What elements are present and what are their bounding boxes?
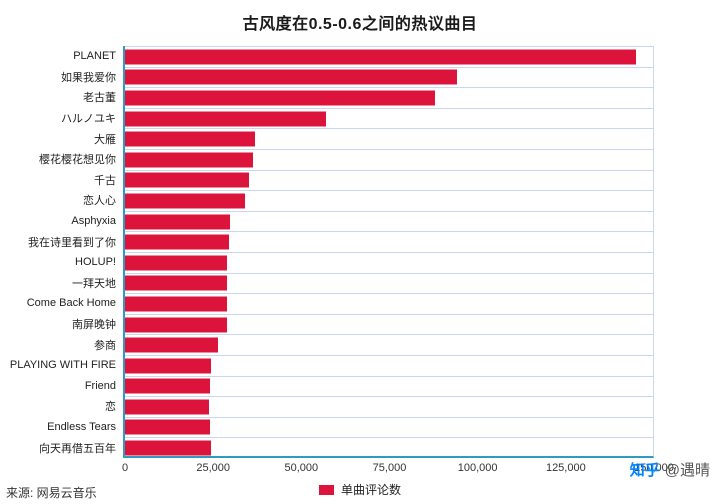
bar (125, 131, 256, 147)
bar-track (125, 251, 654, 273)
x-axis: 0 25,000 50,000 75,000 100,000 125,000 150,000 (121, 462, 674, 476)
chart-row: 老古董 (0, 87, 654, 108)
y-axis-label: HOLUP! (75, 256, 116, 269)
bar (125, 275, 227, 291)
bar (125, 419, 210, 435)
x-tick-label: 150,000 (634, 462, 674, 474)
y-axis-label: 向天再借五百年 (39, 442, 116, 455)
bar-track (125, 66, 654, 88)
zhihu-logo: 知乎 (629, 462, 660, 479)
bar-track (125, 272, 654, 294)
y-axis-label: 樱花樱花想见你 (39, 154, 116, 167)
bar-track (125, 210, 654, 232)
bar-track (125, 396, 654, 417)
chart-row: 千古 (0, 169, 654, 191)
x-tick-label: 0 (121, 462, 129, 474)
bar (125, 440, 211, 456)
chart-row: 南屏晚钟 (0, 313, 654, 335)
legend-label: 单曲评论数 (340, 483, 401, 497)
y-axis-label: PLANET (73, 50, 116, 63)
y-axis-label: 南屏晚钟 (72, 319, 116, 332)
y-axis-label: 恋人心 (83, 195, 116, 208)
bar-track (125, 148, 654, 170)
chart-row: 恋 (0, 396, 654, 417)
y-axis-label: Come Back Home (26, 297, 116, 310)
chart-row: 如果我爱你 (0, 66, 654, 88)
chart-row: 大雁 (0, 128, 654, 149)
chart-row: 恋人心 (0, 190, 654, 211)
bar-track (125, 416, 654, 438)
bar-track (125, 128, 654, 149)
y-axis-label: 如果我爱你 (61, 71, 116, 84)
x-tick-label: 100,000 (457, 462, 498, 474)
legend: 单曲评论数 (0, 481, 720, 498)
bar-track (125, 375, 654, 397)
plot-area: PLANET 如果我爱你老古董ハルノユキ大雁樱花樱花想见你千古恋人心 Asphyxi… (0, 46, 654, 458)
y-axis-label: ハルノユキ (61, 113, 116, 126)
y-axis-label: Endless Tears (47, 420, 116, 433)
x-tick-label: 75,000 (372, 462, 407, 474)
y-axis-label: 一拜天地 (72, 277, 116, 290)
y-axis-label: 千古 (94, 174, 116, 187)
bar (125, 317, 227, 333)
bar-track (125, 169, 654, 191)
bar (125, 90, 436, 106)
chart-row: HOLUP! (0, 251, 654, 273)
bar (125, 296, 228, 312)
bar (125, 69, 457, 85)
bar-track (125, 107, 654, 129)
chart-row: Friend (0, 375, 654, 397)
chart-row: Asphyxia (0, 210, 654, 232)
watermark: 知乎 @遇晴 (630, 459, 710, 480)
watermark-author: @遇晴 (664, 462, 710, 479)
chart-row: 我在诗里看到了你 (0, 231, 654, 252)
bar (125, 399, 209, 415)
bar-track (125, 313, 654, 335)
chart-row: ハルノユキ (0, 107, 654, 129)
x-tick-label: 25,000 (196, 462, 230, 474)
y-axis-label: 老古董 (83, 92, 116, 105)
bar (125, 337, 218, 353)
y-axis-label: PLAYING WITH FIRE (9, 359, 116, 372)
chart-row: Come Back Home (0, 293, 654, 314)
bar-track (125, 46, 654, 67)
bar-track (125, 190, 654, 211)
bar (125, 111, 327, 127)
bar (125, 49, 637, 65)
chart-row: 樱花樱花想见你 (0, 148, 654, 170)
bar (125, 378, 210, 394)
x-tick-label: 50,000 (284, 462, 319, 474)
bar-track (125, 354, 654, 376)
bar-track (125, 293, 654, 314)
bar-track (125, 437, 654, 458)
y-axis-label: 我在诗里看到了你 (28, 236, 116, 249)
bar (125, 255, 227, 271)
bar-track (125, 231, 654, 252)
bar (125, 358, 211, 374)
y-axis-label: 大雁 (94, 133, 116, 146)
chart-row: PLANET (0, 46, 654, 67)
bar (125, 152, 254, 168)
legend-swatch (318, 484, 334, 495)
chart-row: 参商 (0, 334, 654, 355)
bar (125, 214, 231, 230)
y-axis-label: 恋 (105, 401, 116, 414)
source-text: 来源: 网易云音乐 (6, 486, 97, 500)
bar (125, 234, 229, 250)
bar-track (125, 87, 654, 108)
x-tick-label: 125,000 (545, 462, 586, 474)
y-axis-label: Friend (84, 379, 116, 392)
bar (125, 172, 250, 188)
bar (125, 193, 245, 209)
chart-row: Endless Tears (0, 416, 654, 438)
chart-row: PLAYING WITH FIRE (0, 354, 654, 376)
chart-row: 一拜天地 (0, 272, 654, 294)
bar-track (125, 334, 654, 355)
chart-row: 向天再借五百年 (0, 437, 654, 458)
y-axis-label: 参商 (94, 339, 116, 352)
y-axis-label: Asphyxia (71, 215, 116, 228)
chart-title: 古风度在0.5-0.6之间的热议曲目 (242, 16, 478, 33)
